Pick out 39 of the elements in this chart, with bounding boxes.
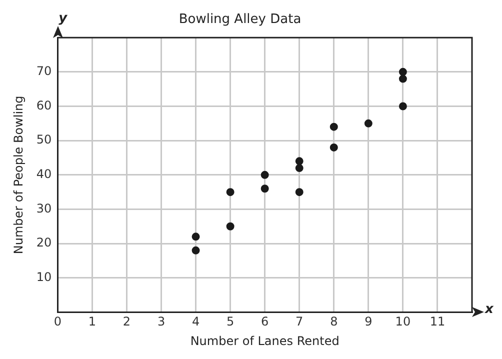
point	[398, 68, 407, 76]
y-tick-label: 70	[36, 64, 52, 78]
point	[260, 184, 269, 193]
x-tick-label: 6	[261, 314, 269, 329]
y-tick-label: 30	[36, 201, 52, 216]
x-tick-label: 4	[192, 314, 200, 329]
y-tick-label: 10	[36, 270, 52, 284]
y-tick-label: 60	[36, 98, 52, 112]
x-tick-label: 1	[88, 314, 96, 329]
point	[398, 102, 407, 110]
point	[330, 143, 338, 152]
point	[295, 157, 304, 166]
point	[398, 74, 407, 83]
point	[192, 232, 200, 241]
point	[226, 188, 234, 196]
x-tick-label: 9	[364, 314, 372, 329]
x-tick-label: 5	[226, 314, 234, 329]
x-tick-label: 8	[330, 314, 338, 329]
x-tick-label: 3	[157, 314, 166, 329]
text: x	[485, 302, 494, 318]
point	[226, 222, 234, 230]
text: y	[58, 10, 68, 26]
x-tick-label: 10	[395, 314, 411, 329]
y-tick-label: 40	[36, 167, 52, 182]
point	[295, 164, 304, 172]
point	[295, 188, 304, 196]
y-tick-label: 50	[36, 132, 52, 147]
x-tick-label: 0	[54, 314, 62, 329]
x-tick-label: 11	[430, 314, 446, 329]
x-tick-label: 7	[296, 314, 304, 329]
x-axis-title: Number of Lanes Rented	[190, 334, 340, 348]
x-tick-label: 2	[122, 314, 131, 329]
point	[330, 122, 338, 131]
point	[260, 170, 269, 179]
y-tick-label: 20	[36, 236, 52, 250]
chart-title: Bowling Alley Data	[178, 12, 302, 28]
y-axis-title: Number of People Bowling	[11, 96, 26, 254]
point	[364, 119, 372, 128]
point	[192, 246, 200, 254]
